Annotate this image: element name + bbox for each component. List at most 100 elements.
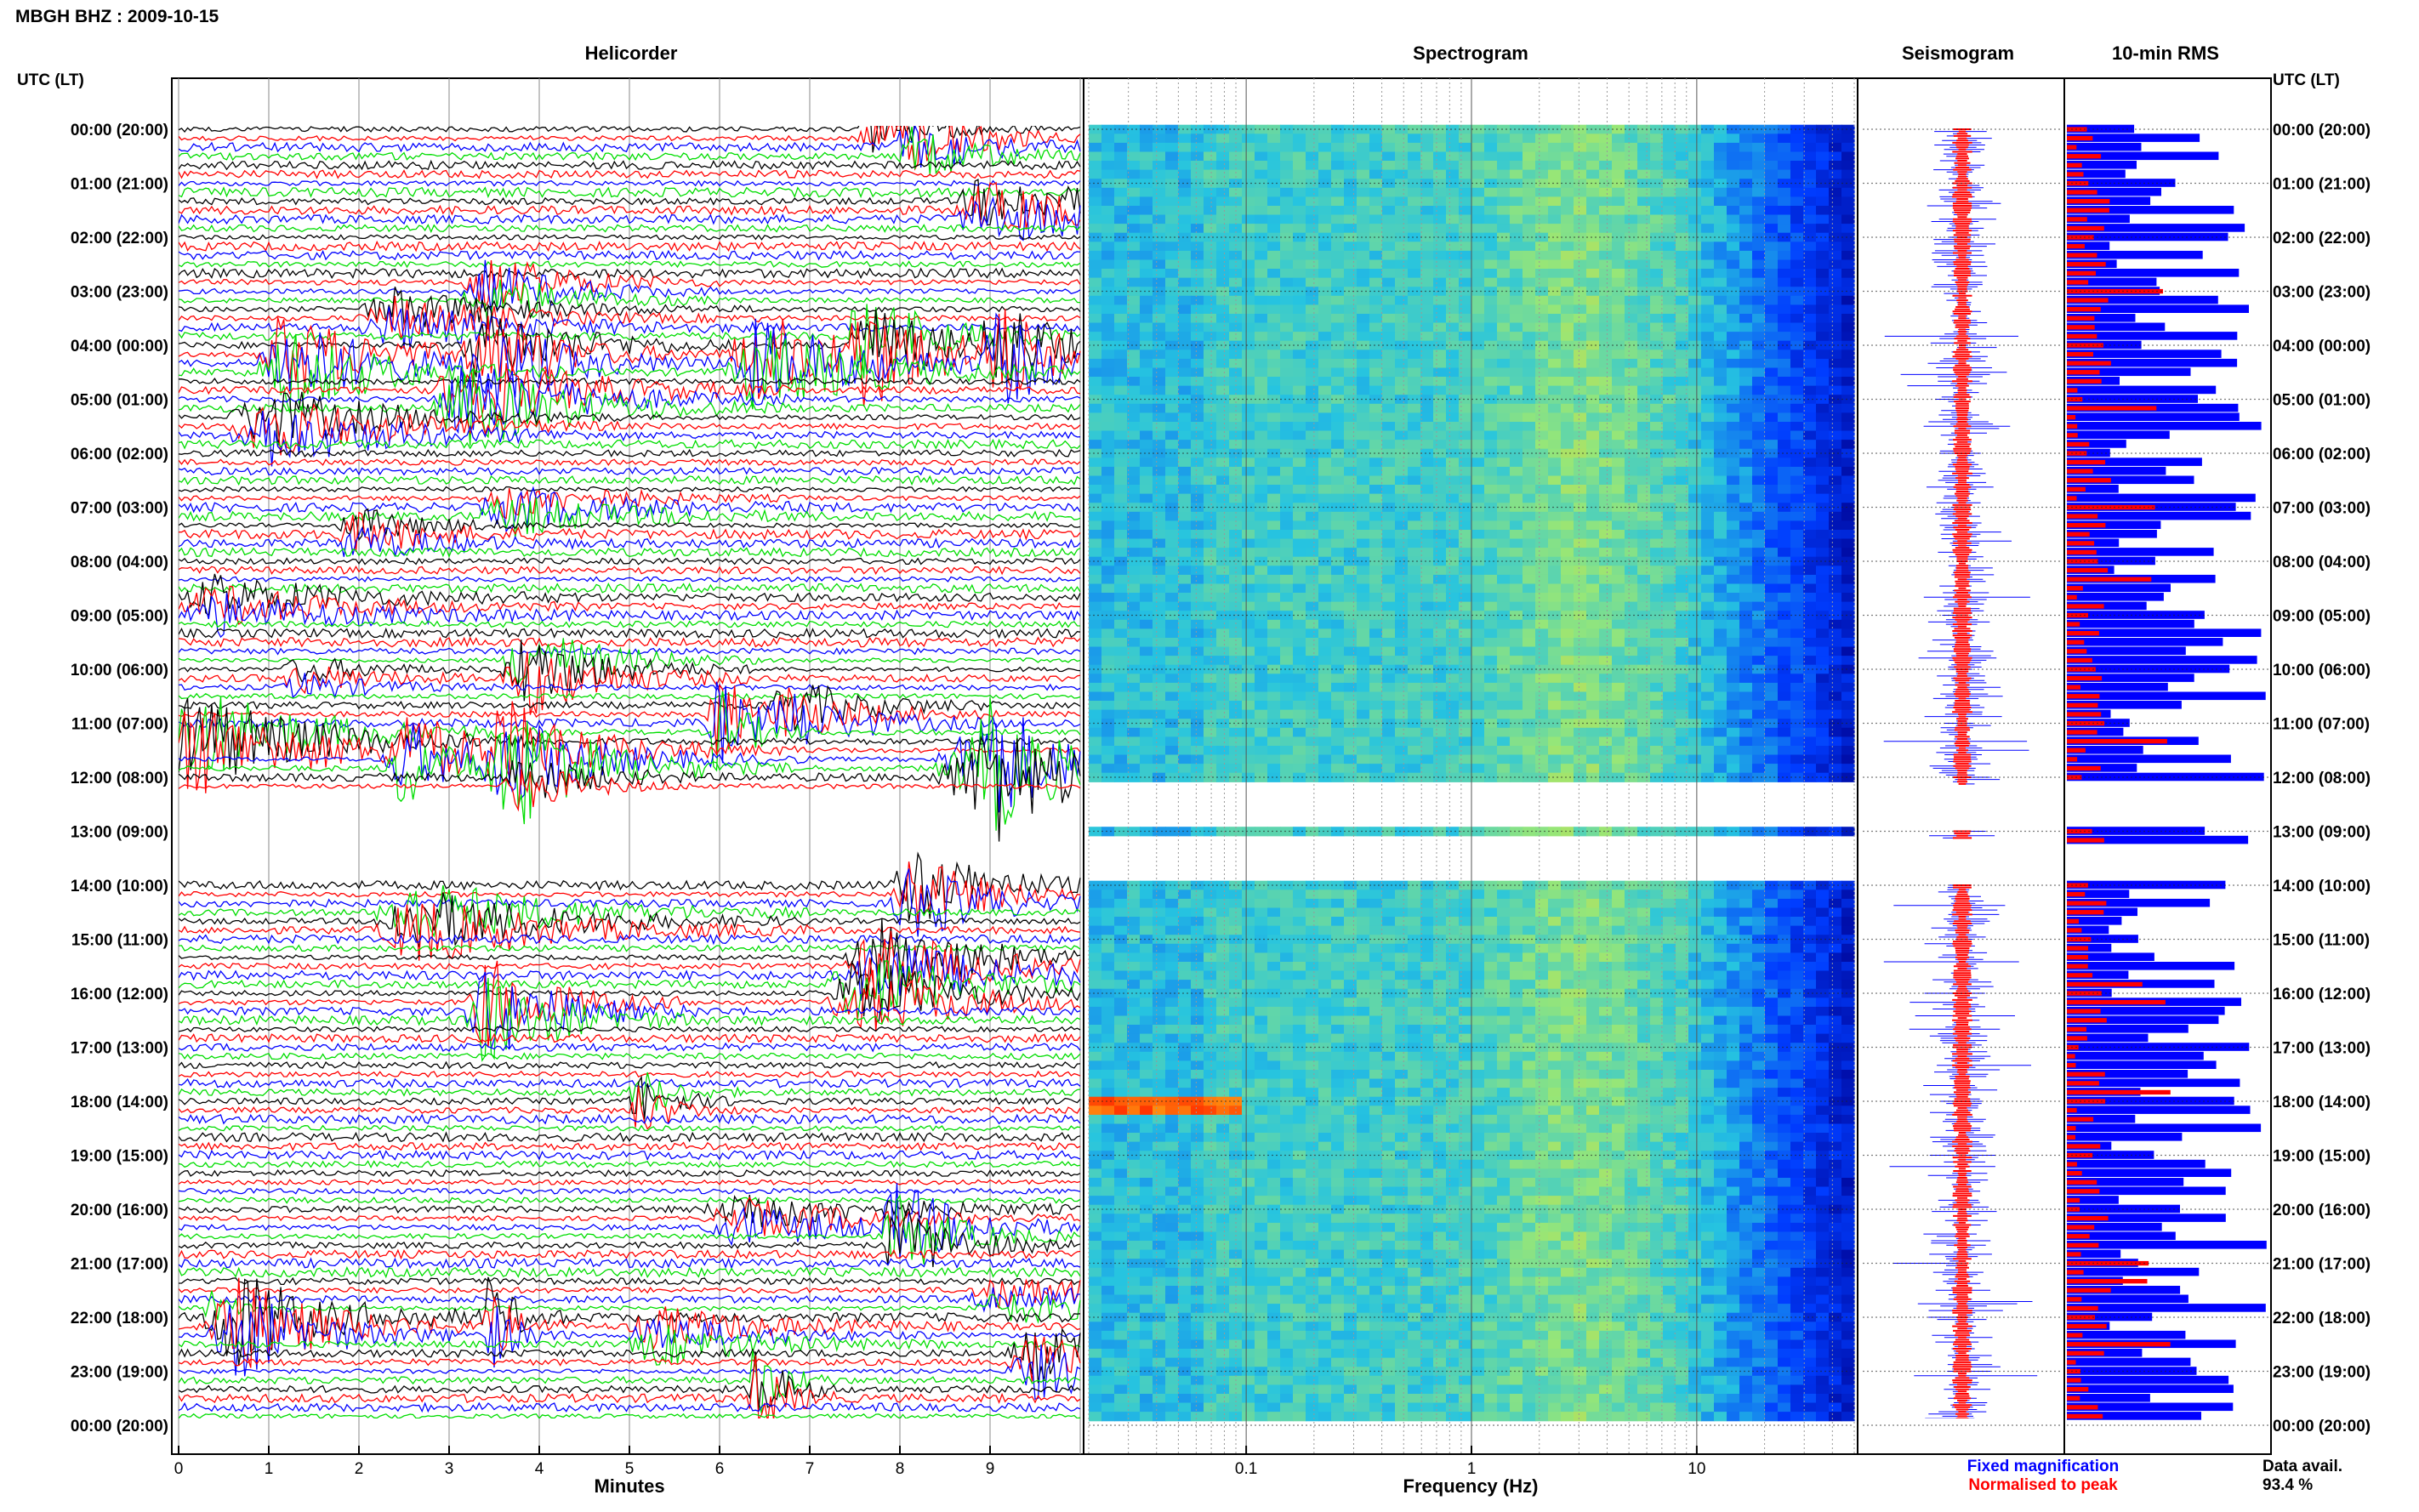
spectrogram-cell [1369, 475, 1383, 486]
spectrogram-cell [1216, 179, 1230, 189]
spectrogram-cell [1293, 475, 1306, 486]
spectrogram-cell [1433, 746, 1447, 756]
spectrogram-cell [1369, 727, 1383, 737]
spectrogram-cell [1369, 520, 1383, 531]
spectrogram-cell [1663, 593, 1676, 603]
spectrogram-cell [1318, 322, 1332, 333]
spectrogram-cell [1446, 880, 1460, 890]
spectrogram-cell [1561, 619, 1574, 629]
spectrogram-cell [1331, 682, 1345, 693]
spectrogram-cell [1408, 493, 1421, 503]
spectrogram-cell [1306, 638, 1319, 648]
spectrogram-cell [1395, 385, 1409, 395]
spectrogram-cell [1242, 709, 1255, 719]
spectrogram-cell [1267, 259, 1281, 270]
spectrogram-cell [1535, 277, 1549, 287]
spectrogram-cell [1446, 593, 1460, 603]
spectrogram-cell [1191, 511, 1204, 521]
spectrogram-cell [1127, 224, 1141, 234]
spectrogram-cell [1382, 701, 1396, 711]
spectrogram-cell [1127, 250, 1141, 261]
spectrogram-cell [1637, 403, 1651, 413]
spectrogram-cell [1561, 448, 1574, 458]
spectrogram-cell [1306, 880, 1319, 890]
spectrogram-cell [1816, 259, 1830, 270]
spectrogram-cell [1280, 403, 1294, 413]
spectrogram-cell [1242, 917, 1255, 927]
spectrogram-cell [1548, 403, 1562, 413]
spectrogram-cell [1637, 935, 1651, 945]
spectrogram-cell [1803, 493, 1817, 503]
spectrogram-cell [1586, 304, 1600, 315]
spectrogram-cell [1535, 287, 1549, 297]
spectrogram-cell [1165, 161, 1179, 171]
spectrogram-cell [1752, 259, 1766, 270]
spectrogram-cell [1318, 601, 1332, 611]
spectrogram-cell [1293, 287, 1306, 297]
spectrogram-cell [1369, 880, 1383, 890]
spectrogram-cell [1663, 151, 1676, 162]
spectrogram-cell [1765, 224, 1779, 234]
spectrogram-cell [1446, 340, 1460, 350]
spectrogram-cell [1637, 304, 1651, 315]
spectrogram-cell [1714, 385, 1727, 395]
spectrogram-cell [1778, 493, 1791, 503]
spectrogram-cell [1433, 295, 1447, 305]
spectrogram-cell [1612, 682, 1625, 693]
spectrogram-cell [1204, 179, 1217, 189]
spectrogram-cell [1433, 430, 1447, 441]
spectrogram-cell [1816, 628, 1830, 639]
spectrogram-cell [1676, 314, 1689, 324]
spectrogram-cell [1676, 269, 1689, 279]
spectrogram-cell [1688, 754, 1702, 765]
spectrogram-cell [1816, 287, 1830, 297]
spectrogram-cell [1255, 395, 1268, 405]
spectrogram-cell [1803, 458, 1817, 468]
spectrogram-cell [1637, 727, 1651, 737]
spectrogram-cell [1369, 907, 1383, 918]
spectrogram-cell [1586, 314, 1600, 324]
spectrogram-cell [1229, 403, 1243, 413]
spectrogram-cell [1790, 314, 1804, 324]
spectrogram-cell [1140, 232, 1153, 242]
spectrogram-cell [1178, 943, 1192, 953]
spectrogram-cell [1395, 520, 1409, 531]
spectrogram-cell [1216, 935, 1230, 945]
spectrogram-cell [1127, 583, 1141, 594]
spectrogram-cell [1153, 358, 1166, 369]
spectrogram-cell [1841, 358, 1855, 369]
spectrogram-cell [1599, 340, 1613, 350]
spectrogram-cell [1752, 691, 1766, 702]
spectrogram-cell [1242, 169, 1255, 179]
spectrogram-cell [1574, 440, 1587, 450]
spectrogram-cell [1803, 907, 1817, 918]
spectrogram-cell [1778, 548, 1791, 558]
spectrogram-cell [1535, 161, 1549, 171]
spectrogram-cell [1497, 890, 1511, 900]
spectrogram-cell [1752, 232, 1766, 242]
spectrogram-cell [1165, 277, 1179, 287]
spectrogram-cell [1829, 917, 1842, 927]
spectrogram-cell [1510, 412, 1523, 423]
spectrogram-cell [1127, 880, 1141, 890]
spectrogram-cell [1701, 395, 1715, 405]
spectrogram-cell [1829, 358, 1842, 369]
spectrogram-cell [1701, 385, 1715, 395]
spectrogram-cell [1497, 583, 1511, 594]
spectrogram-cell [1625, 475, 1638, 486]
spectrogram-cell [1663, 566, 1676, 576]
spectrogram-cell [1829, 935, 1842, 945]
spectrogram-cell [1165, 664, 1179, 674]
spectrogram-cell [1369, 593, 1383, 603]
spectrogram-cell [1803, 709, 1817, 719]
spectrogram-cell [1242, 556, 1255, 566]
spectrogram-cell [1178, 458, 1192, 468]
spectrogram-cell [1663, 682, 1676, 693]
spectrogram-cell [1650, 827, 1664, 837]
spectrogram-cell [1255, 556, 1268, 566]
spectrogram-cell [1765, 611, 1779, 621]
spectrogram-cell [1293, 593, 1306, 603]
spectrogram-cell [1255, 638, 1268, 648]
spectrogram-cell [1331, 485, 1345, 495]
spectrogram-cell [1574, 890, 1587, 900]
